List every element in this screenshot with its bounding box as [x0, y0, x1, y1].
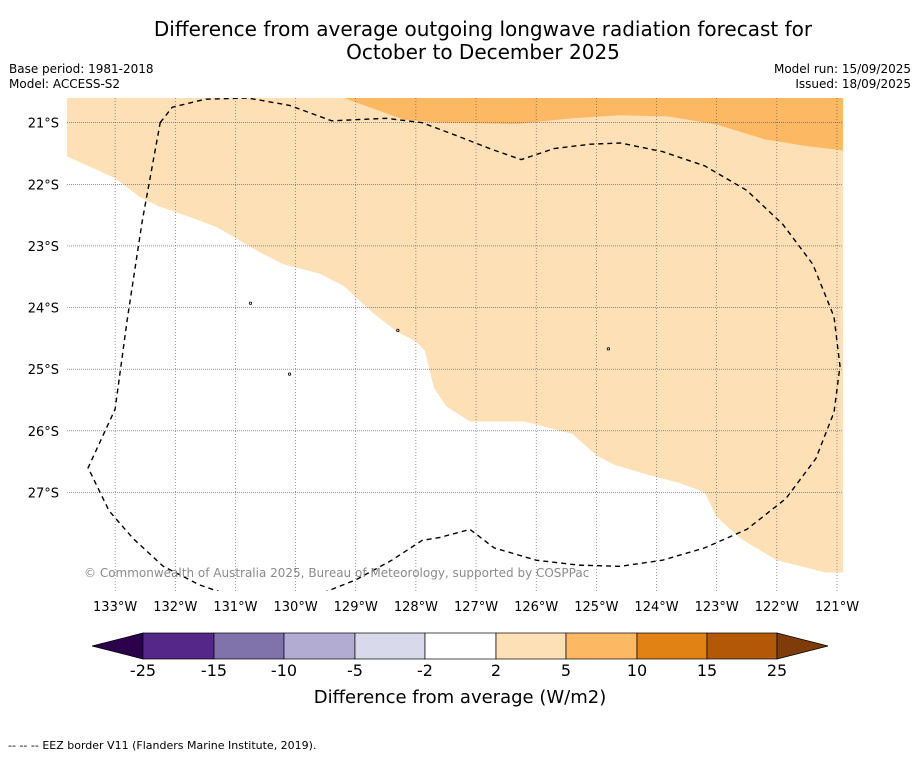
- longitude-tick-label: 131°W: [213, 600, 257, 615]
- model-text: Model: ACCESS-S2: [9, 77, 121, 91]
- longitude-tick-labels: 133°W 132°W 131°W 130°W 129°W 128°W 127°W 126°W…: [93, 600, 859, 615]
- longitude-tick-label: 127°W: [454, 600, 498, 615]
- anomaly-zone-5-to-10: [343, 98, 843, 151]
- colorbar-tick-label: 5: [561, 661, 571, 680]
- longitude-tick-label: 121°W: [815, 600, 859, 615]
- latitude-tick-label: 26°S: [28, 425, 59, 440]
- anomaly-zone-2-to-5: [67, 98, 843, 573]
- chart-title: Difference from average outgoing longwav…: [0, 18, 919, 64]
- island-marker: [287, 372, 292, 376]
- colorbar-band: [283, 632, 356, 660]
- colorbar-tick-label: 15: [697, 661, 717, 680]
- issued-text: Issued: 18/09/2025: [795, 77, 911, 91]
- colorbar-band: [495, 632, 567, 660]
- longitude-tick-label: 123°W: [695, 600, 739, 615]
- colorbar-band: [706, 632, 778, 660]
- colorbar-band: [565, 632, 638, 660]
- colorbar-extend-high: [776, 632, 829, 660]
- colorbar-title: Difference from average (W/m2): [314, 687, 606, 708]
- eez-legend-symbol: -- -- --: [8, 739, 39, 752]
- longitude-tick-label: 124°W: [634, 600, 678, 615]
- colorbar-band: [213, 632, 285, 660]
- colorbar-tick-label: -10: [271, 661, 297, 680]
- model-run-text: Model run: 15/09/2025: [773, 62, 911, 76]
- colorbar-tick-label: -5: [347, 661, 363, 680]
- colorbar-extend-low: [91, 632, 144, 660]
- colorbar-band: [142, 632, 215, 660]
- colorbar-tick-label: -2: [417, 661, 433, 680]
- title-line-1: Difference from average outgoing longwav…: [153, 17, 813, 41]
- colorbar-tick-label: -15: [201, 661, 227, 680]
- colorbar-band: [354, 632, 426, 660]
- longitude-tick-label: 129°W: [334, 600, 378, 615]
- base-period-text: Base period: 1981-2018: [9, 62, 154, 76]
- graticule: [67, 98, 843, 591]
- island-marker: [248, 301, 253, 305]
- title-line-2: October to December 2025: [346, 40, 620, 64]
- copyright-text: © Commonwealth of Australia 2025, Bureau…: [84, 566, 589, 580]
- island-marker: [396, 328, 400, 332]
- latitude-tick-label: 21°S: [28, 117, 59, 132]
- meta-right: Model run: 15/09/2025 Issued: 18/09/2025: [774, 62, 911, 92]
- colorbar: -25 -15 -10 -5 -2 2 5 10 15 25 Difference from av…: [91, 632, 829, 708]
- latitude-tick-label: 27°S: [28, 486, 59, 501]
- legend-footer: -- -- -- EEZ border V11 (Flanders Marine…: [8, 739, 316, 752]
- longitude-tick-label: 125°W: [574, 600, 618, 615]
- map-panel: © Commonwealth of Australia 2025, Bureau…: [28, 98, 859, 615]
- latitude-tick-label: 22°S: [28, 178, 59, 193]
- colorbar-tick-label: 2: [491, 661, 501, 680]
- longitude-tick-label: 126°W: [514, 600, 558, 615]
- island-markers: [248, 301, 610, 376]
- colorbar-tick-label: -25: [130, 661, 156, 680]
- meta-left: Base period: 1981-2018 Model: ACCESS-S2: [9, 62, 154, 92]
- latitude-tick-label: 24°S: [28, 302, 59, 317]
- latitude-tick-label: 23°S: [28, 240, 59, 255]
- longitude-tick-label: 122°W: [755, 600, 799, 615]
- colorbar-tick-label: 10: [627, 661, 647, 680]
- longitude-tick-label: 130°W: [274, 600, 318, 615]
- longitude-tick-label: 128°W: [394, 600, 438, 615]
- longitude-tick-label: 133°W: [93, 600, 137, 615]
- colorbar-tick-label: 25: [767, 661, 787, 680]
- latitude-tick-labels: 21°S 22°S 23°S 24°S 25°S 26°S 27°S: [28, 117, 59, 502]
- eez-border-line: [87, 98, 841, 591]
- island-marker: [606, 347, 610, 351]
- eez-legend-text: EEZ border V11 (Flanders Marine Institut…: [42, 739, 317, 752]
- latitude-tick-label: 25°S: [28, 363, 59, 378]
- colorbar-band: [424, 632, 497, 660]
- longitude-tick-label: 132°W: [153, 600, 197, 615]
- colorbar-band: [636, 632, 708, 660]
